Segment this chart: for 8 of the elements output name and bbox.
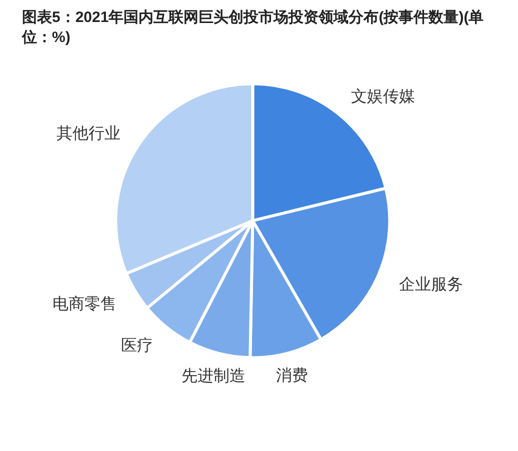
slice-label: 电商零售: [52, 294, 117, 313]
slice-label: 先进制造: [182, 366, 246, 385]
title: 图表5：2021年国内互联网巨头创投市场投资领域分布(按事件数量)(单位：%): [22, 8, 485, 48]
slice-label: 文娱传媒: [350, 88, 415, 106]
slice-label: 消费: [276, 366, 308, 385]
slice-label: 医疗: [120, 336, 153, 354]
slice-label: 企业服务: [398, 275, 463, 294]
slice-label: 其他行业: [56, 124, 120, 143]
